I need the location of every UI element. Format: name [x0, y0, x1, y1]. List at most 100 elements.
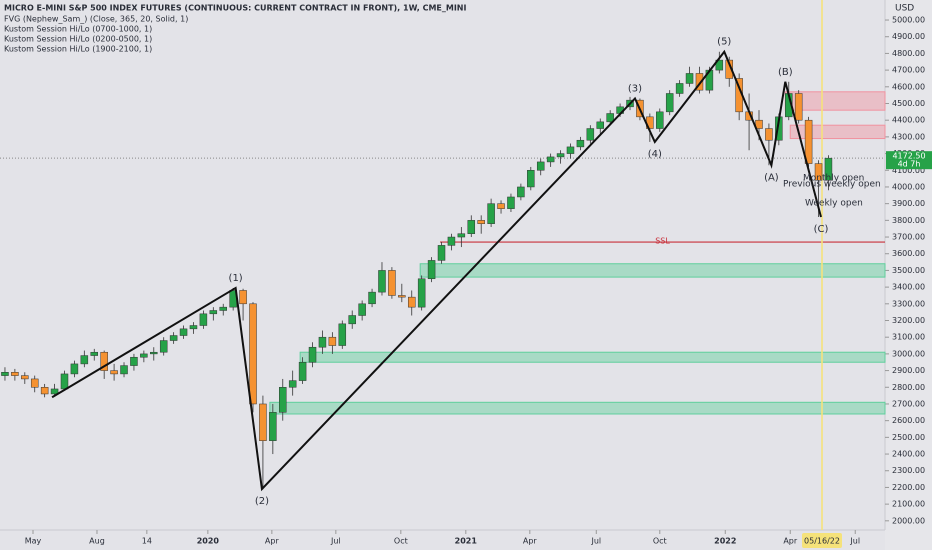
y-tick-label: 2700.00 [892, 399, 925, 408]
candle-body [546, 156, 555, 163]
y-tick-label: 5000.00 [892, 16, 925, 25]
y-tick-label: 2000.00 [892, 516, 925, 525]
y-tick-label: 3600.00 [892, 249, 925, 258]
y-tick-label: 4000.00 [892, 182, 925, 191]
x-tick-label: Oct [653, 537, 667, 546]
candle-body [328, 336, 337, 346]
session-label: Weekly open [805, 199, 863, 209]
y-tick-label: 3100.00 [892, 333, 925, 342]
y-tick-label: 4900.00 [892, 32, 925, 41]
candle-body [527, 170, 535, 188]
candle-body [814, 163, 823, 181]
candle-body [358, 303, 366, 316]
candle-body [566, 146, 575, 154]
candle-body [675, 83, 684, 94]
fvg-zone [789, 124, 886, 140]
indicator: FVG (Nephew_Sam_) (Close, 365, 20, Solid… [4, 15, 188, 24]
candle-body [259, 403, 267, 441]
candle-body [536, 161, 545, 171]
y-tick-label: 3300.00 [892, 299, 925, 308]
candle-body [179, 328, 188, 336]
y-tick-label: 3800.00 [892, 216, 925, 225]
candle-body [725, 59, 733, 79]
candle-body [140, 353, 148, 358]
candle-body [159, 340, 168, 353]
candle-body [338, 323, 347, 346]
x-tick-label: May [25, 537, 42, 546]
x-tick-label: 14 [142, 537, 152, 546]
y-tick-label: 4500.00 [892, 99, 925, 108]
candle-body [169, 335, 178, 341]
candle-body [80, 355, 89, 365]
wave-label: (5) [717, 37, 731, 48]
candle-body [219, 306, 227, 311]
y-tick-label: 3900.00 [892, 199, 925, 208]
price-axis-bg [885, 0, 932, 550]
x-tick-label: 2021 [455, 537, 478, 546]
candle-body [199, 313, 208, 326]
candle-body [794, 93, 803, 121]
candle-body [378, 270, 386, 293]
y-tick-label: 4100.00 [892, 166, 925, 175]
candle-body [1, 372, 9, 376]
candle-body [804, 119, 813, 164]
y-tick-label: 2400.00 [892, 450, 925, 459]
indicator: Kustom Session Hi/Lo (1900-2100, 1) [4, 45, 152, 54]
x-tick-label: Aug [89, 537, 105, 546]
y-tick-label: 2200.00 [892, 483, 925, 492]
cursor-label: 05/16/22 [804, 537, 840, 546]
candle-body [477, 220, 485, 224]
candle-body [437, 245, 446, 261]
y-tick-label: 2100.00 [892, 500, 925, 509]
wave-label: (1) [229, 273, 243, 284]
x-tick-label: Jul [330, 537, 341, 546]
candle-body [60, 373, 69, 390]
wave-label: (2) [255, 496, 269, 507]
fvg-zone [419, 263, 886, 278]
candle-body [715, 59, 724, 71]
x-tick-label: Apr [783, 537, 798, 546]
candle-body [427, 260, 436, 280]
candle-body [298, 361, 307, 381]
y-tick-label: 3000.00 [892, 349, 925, 358]
candle-body [110, 370, 118, 375]
last-price-label: 4172.50 [892, 152, 925, 161]
wave-line [51, 49, 822, 492]
candle-body [596, 121, 605, 129]
fvg-zone [269, 401, 886, 415]
candle-body [120, 365, 128, 375]
candle-body [318, 336, 327, 348]
candle-body [606, 113, 614, 123]
countdown: 4d 7h [898, 160, 921, 169]
y-tick-label: 3400.00 [892, 283, 925, 292]
candle-body [130, 356, 138, 366]
candle-body [70, 363, 79, 375]
candle-body [824, 157, 833, 181]
candle-body [150, 351, 158, 355]
candle-body [695, 73, 704, 91]
candle-body [90, 351, 99, 356]
y-tick-label: 2900.00 [892, 366, 925, 375]
candle-body [417, 278, 426, 308]
y-tick-label: 2500.00 [892, 433, 925, 442]
candle-body [517, 186, 525, 198]
candle-body [576, 139, 585, 148]
wave-label: (4) [648, 149, 662, 160]
y-tick-label: 4800.00 [892, 49, 925, 58]
candle-body [308, 346, 317, 363]
candle-body [586, 128, 595, 141]
candle-body [209, 310, 218, 315]
candle-body [507, 196, 515, 209]
candle-body [368, 291, 376, 305]
y-tick-label: 4300.00 [892, 132, 925, 141]
indicator: Kustom Session Hi/Lo (0200-0500, 1) [4, 35, 152, 44]
candle-body [239, 290, 247, 305]
candle-body [348, 315, 356, 325]
level-label: SSL [655, 237, 670, 246]
candle-body [269, 412, 277, 441]
candle-body [249, 303, 257, 405]
candle-body [487, 203, 495, 224]
wave-label: (B) [778, 67, 793, 78]
candle-body [11, 372, 19, 376]
